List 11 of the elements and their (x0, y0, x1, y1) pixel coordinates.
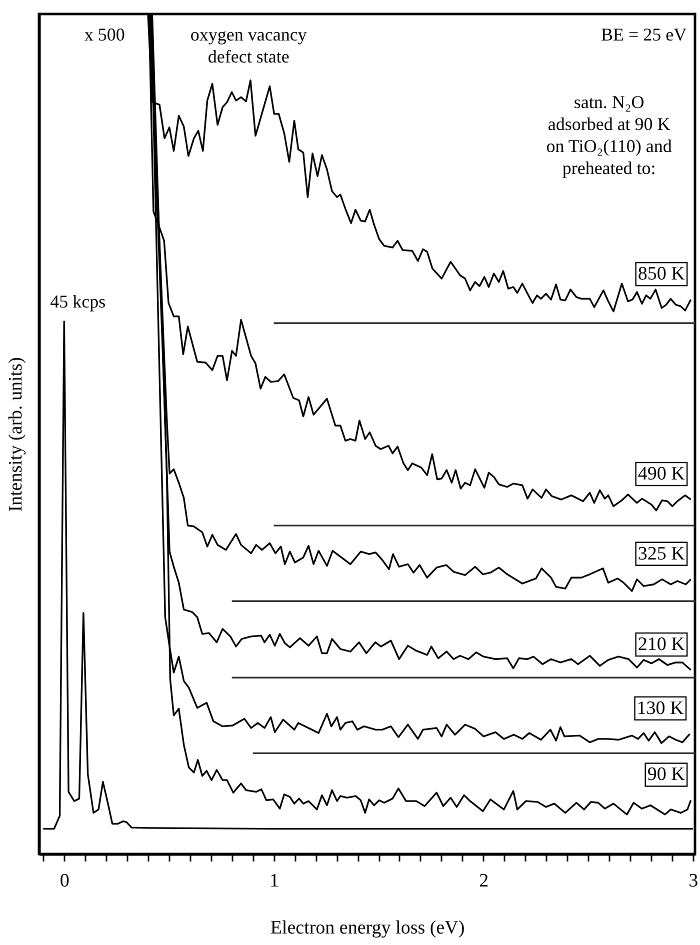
annotation: BE = 25 eV (600, 24, 687, 45)
x-tick-label: 3 (688, 870, 698, 892)
x-tick-label: 0 (60, 870, 70, 892)
annotation: satn. N₂O adsorbed at 90 K on TiO₂(110) and preheated to: (546, 92, 672, 178)
annotation: oxygen vacancy defect state (190, 24, 307, 67)
x-tick-label: 2 (479, 870, 489, 892)
x-tick-label: 1 (269, 870, 279, 892)
annotation: x 500 (84, 24, 125, 45)
y-axis-title: Intensity (arb. units) (6, 357, 26, 512)
annotation: 45 kcps (50, 291, 106, 312)
x-axis-title: Electron energy loss (eV) (270, 918, 465, 938)
